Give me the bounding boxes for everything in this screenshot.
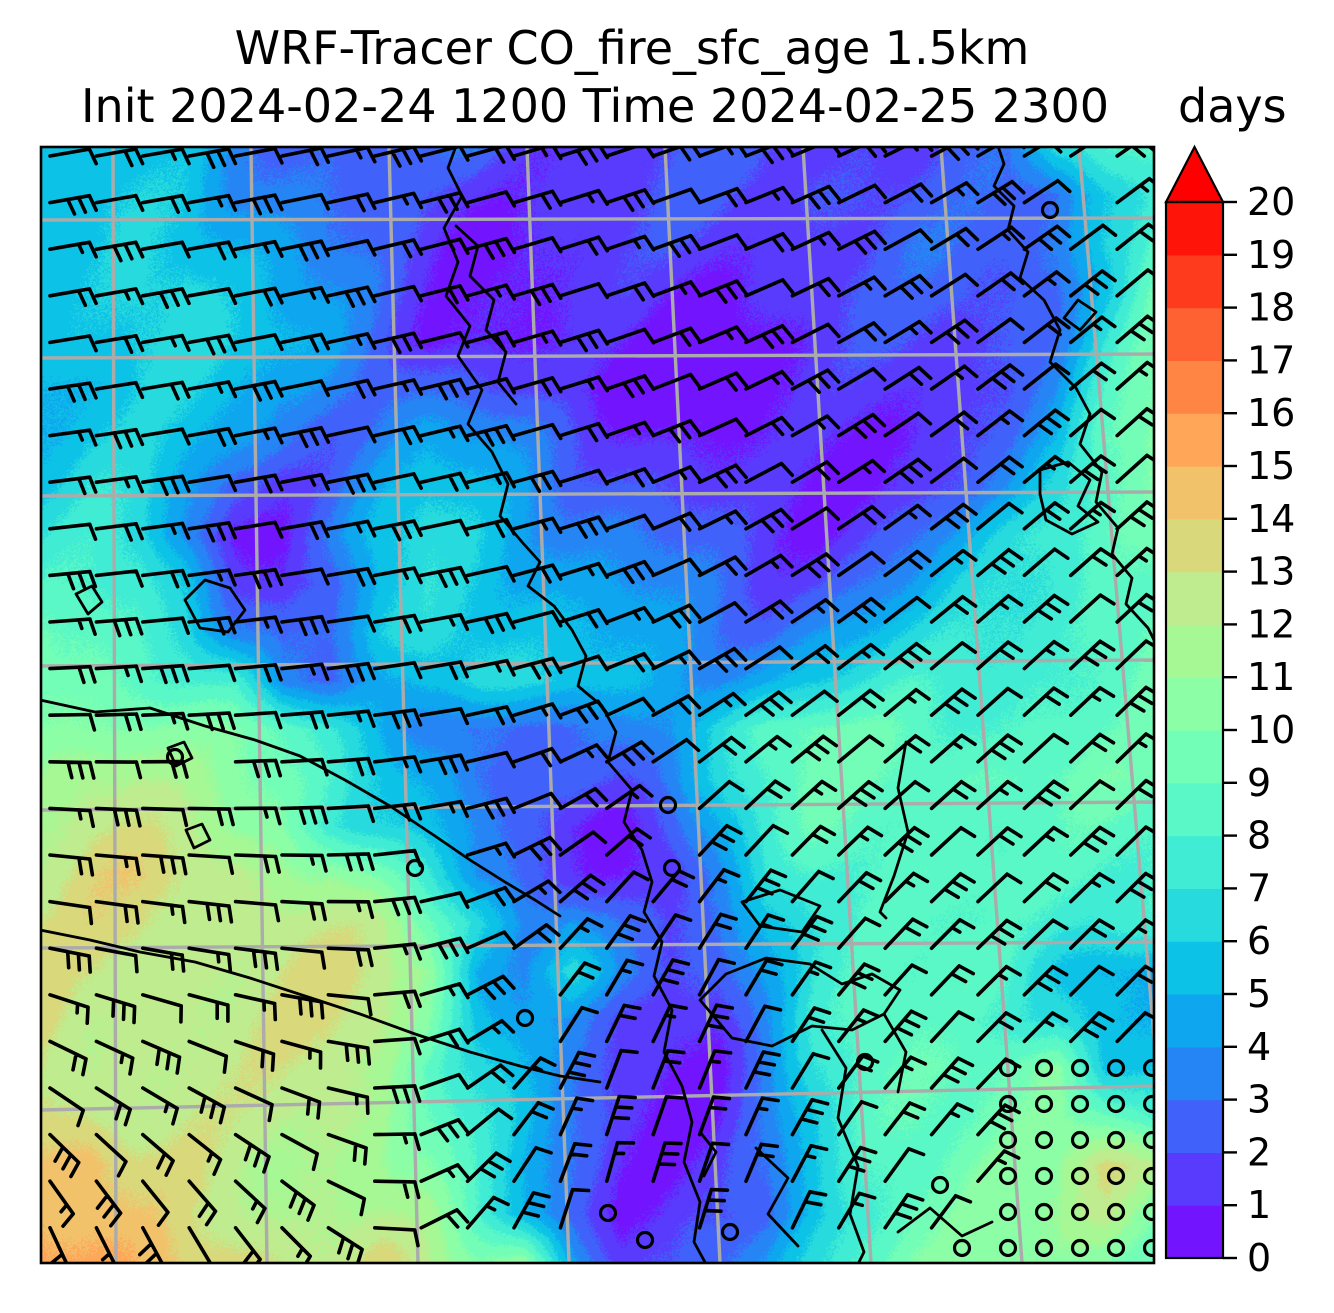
colorbar-tick-label: 9: [1247, 761, 1271, 805]
colorbar-tick-label: 16: [1247, 391, 1295, 435]
coastline-path: [698, 956, 902, 1048]
coastline-path: [878, 740, 910, 920]
colorbar: [1164, 144, 1225, 1260]
graticule: [41, 147, 1154, 1263]
colorbar-segment: [1166, 1152, 1223, 1206]
colorbar-tick-label: 4: [1247, 1025, 1271, 1069]
colorbar-segment: [1166, 254, 1223, 309]
colorbar-tick-label: 7: [1247, 866, 1271, 910]
colorbar-tick-label: 3: [1247, 1078, 1271, 1122]
colorbar-tick-label: 5: [1247, 972, 1271, 1016]
coastline-path: [1062, 298, 1098, 332]
colorbar-segment: [1166, 835, 1223, 889]
coastline-path: [896, 1206, 994, 1238]
colorbar-segment: [1166, 571, 1223, 625]
coastline-path: [442, 147, 708, 1263]
coastlines: [41, 147, 1154, 1263]
colorbar-segment: [1166, 1205, 1223, 1259]
colorbar-tick-label: 1: [1247, 1183, 1271, 1227]
colorbar-tick-label: 15: [1247, 444, 1295, 488]
coastline-path: [183, 578, 247, 634]
colorbar-over-arrow: [1164, 144, 1225, 204]
colorbar-segment: [1166, 941, 1223, 995]
coastline-path: [1038, 460, 1100, 536]
colorbar-segment: [1166, 413, 1223, 467]
calm-wind-circles: [165, 200, 1154, 1258]
colorbar-segment: [1166, 1099, 1223, 1153]
colorbar-segment: [1166, 1046, 1223, 1101]
colorbar-tick-label: 13: [1247, 550, 1295, 594]
figure-subtitle: Init 2024-02-24 1200 Time 2024-02-25 230…: [80, 79, 1109, 133]
colorbar-segment: [1166, 677, 1223, 731]
colorbar-tick-label: 19: [1247, 233, 1295, 277]
colorbar-tick-label: 6: [1247, 919, 1271, 963]
colorbar-tick-label: 8: [1247, 814, 1271, 858]
colorbar-segment: [1166, 782, 1223, 837]
colorbar-tick-label: 0: [1247, 1236, 1271, 1280]
colorbar-tick-label: 11: [1247, 655, 1295, 699]
colorbar-segment: [1166, 518, 1223, 573]
colorbar-tick-label: 17: [1247, 338, 1295, 382]
colorbar-units-label: days: [1178, 79, 1287, 133]
colorbar-segment: [1166, 360, 1223, 414]
coastline-path: [41, 928, 602, 1084]
coastline-path: [882, 1012, 908, 1094]
colorbar-segment: [1166, 307, 1223, 361]
figure-title: WRF-Tracer CO_fire_sfc_age 1.5km: [234, 21, 1030, 75]
coastline-path: [740, 888, 822, 934]
coastline-path: [74, 584, 104, 616]
coastline-path: [992, 147, 1154, 643]
coastline-path: [184, 822, 212, 850]
colorbar-tick-label: 18: [1247, 286, 1295, 330]
colorbar-segment: [1166, 466, 1223, 520]
coastline-path: [454, 224, 518, 406]
colorbar-segment: [1166, 730, 1223, 784]
colorbar-tick-label: 10: [1247, 708, 1295, 752]
coastline-path: [820, 1028, 866, 1263]
colorbar-segment: [1166, 888, 1223, 942]
colorbar-segment: [1166, 994, 1223, 1048]
coastline-path: [754, 1146, 800, 1248]
coastline-path: [698, 1130, 718, 1178]
colorbar-tick-label: 14: [1247, 497, 1295, 541]
coastline-path: [41, 698, 562, 918]
map-frame: [39, 145, 1156, 1265]
wind-barbs: [48, 147, 1154, 1263]
colorbar-tick-label: 12: [1247, 602, 1295, 646]
colorbar-segment: [1166, 202, 1223, 256]
colorbar-segment: [1166, 624, 1223, 678]
colorbar-tick-label: 20: [1247, 180, 1295, 224]
colorbar-tick-label: 2: [1247, 1130, 1271, 1174]
